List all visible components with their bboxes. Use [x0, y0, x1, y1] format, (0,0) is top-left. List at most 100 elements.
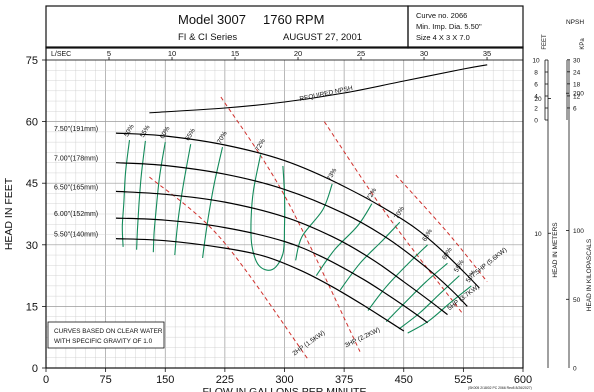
- top-axis-lsec: L/SEC 5 10 15 20 25 30 35: [51, 49, 491, 60]
- npsh-kpa-tick-label: 30: [573, 57, 581, 64]
- efficiency-contour: [152, 142, 166, 253]
- power-line: [149, 176, 309, 361]
- npsh-required-label: REQUIRED NPSH: [299, 85, 354, 103]
- npsh-feet-label: FEET: [542, 34, 548, 50]
- top-tick-label: 10: [168, 49, 176, 58]
- efficiency-label: 50%: [123, 123, 136, 138]
- efficiency-contour: [398, 275, 460, 330]
- impeller-curve: [115, 190, 448, 316]
- impeller-label: 6.00"(152mm): [54, 211, 98, 218]
- efficiency-contour: [315, 203, 373, 276]
- impeller-head-curves: 7.50"(191mm) 7.00"(178mm) 6.50"(165mm) 6.00…: [54, 126, 480, 332]
- kpa-tick-label: 50: [573, 297, 581, 304]
- kpa-tick-label: 0: [573, 366, 577, 373]
- efficiency-label: 65%: [421, 228, 434, 243]
- top-tick-label: 20: [294, 49, 302, 58]
- x-tick-label: 525: [454, 374, 472, 386]
- top-tick-label: 5: [107, 49, 111, 58]
- efficiency-contour: [136, 140, 146, 250]
- efficiency-label: 60%: [159, 125, 172, 140]
- y-tick-label: 15: [26, 301, 38, 313]
- power-line-label: 2HP (1.5KW): [291, 329, 326, 357]
- efficiency-label: 60%: [441, 246, 454, 261]
- efficiency-label: 72%: [254, 137, 267, 152]
- power-lines: 2HP (1.5KW) 3HP (2.2KW)5HP (3.7KW)7.5HP (…: [149, 96, 508, 361]
- y-tick-label: 60: [26, 117, 38, 129]
- date-label: AUGUST 27, 2001: [283, 32, 362, 43]
- kpa-tick-label: 100: [573, 228, 584, 235]
- x-tick-label: 0: [43, 374, 49, 386]
- x-tick-label: 225: [216, 374, 234, 386]
- pump-size: Size 4 X 3 X 7.0: [416, 33, 470, 42]
- efficiency-contour: [250, 154, 286, 271]
- impeller-label: 5.50"(140mm): [54, 232, 98, 239]
- power-line: [220, 96, 361, 352]
- efficiency-label: 55%: [139, 124, 152, 139]
- model-name: Model 3007: [178, 12, 246, 27]
- x-tick-label: 150: [156, 374, 174, 386]
- efficiency-contour: [385, 262, 448, 322]
- efficiency-contour: [202, 146, 224, 258]
- y-tick-label: 30: [26, 240, 38, 252]
- impeller-curve: [115, 162, 468, 307]
- x-tick-label: 375: [335, 374, 353, 386]
- efficiency-contour: [407, 285, 472, 334]
- top-tick-label: 35: [483, 49, 491, 58]
- npsh-feet-tick-label: 10: [532, 58, 540, 65]
- impeller-curve: [115, 132, 480, 289]
- npsh-kpa-tick-label: 12: [573, 93, 581, 100]
- x-tick-label: 75: [100, 374, 112, 386]
- meters-axis-label: HEAD IN METERS: [552, 222, 559, 278]
- y-axis-label: HEAD IN FEET: [3, 177, 15, 250]
- npsh-feet-tick-label: 8: [534, 70, 538, 77]
- note-line-2: WITH SPECIFIC GRAVITY OF 1.0: [54, 338, 153, 345]
- npsh-kpa-tick-label: 6: [573, 105, 577, 112]
- kpa-tick-label: 200: [573, 91, 584, 98]
- efficiency-contours: 50% 55% 60% 65% 70%72%73%72%70%65%60%55%50%: [121, 123, 478, 334]
- npsh-feet-tick-label: 4: [534, 94, 538, 101]
- title-block: Model 3007 1760 RPM FI & CI Series AUGUS…: [45, 5, 524, 49]
- x-tick-label: 600: [514, 374, 532, 386]
- note-line-1: CURVES BASED ON CLEAR WATER: [54, 328, 163, 335]
- meters-tick-label: 20: [534, 96, 542, 103]
- y-tick-label: 45: [26, 178, 38, 190]
- top-tick-label: 15: [231, 49, 239, 58]
- npsh-kpa-label: KPa: [580, 38, 586, 50]
- x-tick-label: 450: [395, 374, 413, 386]
- y-tick-label: 0: [32, 363, 38, 375]
- npsh-feet-tick-label: 6: [534, 82, 538, 89]
- footer-reference: (SK005 2/18/02 PC 2066 Rev8 8/26/2027): [468, 386, 532, 390]
- y-tick-label: 75: [26, 55, 38, 67]
- npsh-feet-tick-label: 2: [534, 106, 538, 113]
- rpm-label: 1760 RPM: [263, 12, 324, 27]
- top-tick-label: 25: [357, 49, 365, 58]
- min-impeller-diameter: Min. Imp. Dia. 5.50": [416, 22, 482, 31]
- impeller-curve: [115, 238, 405, 332]
- efficiency-label: 70%: [216, 130, 229, 145]
- power-line: [395, 174, 488, 283]
- efficiency-contour: [339, 221, 401, 291]
- kpa-axis-label: HEAD IN KILOPASCALS: [586, 238, 593, 311]
- top-tick-label: 30: [420, 49, 428, 58]
- npsh-kpa-tick-label: 18: [573, 81, 581, 88]
- efficiency-contour: [174, 144, 192, 256]
- x-axis-label: FLOW IN GALLONS PER MINUTE: [203, 386, 367, 392]
- meters-tick-label: 10: [534, 231, 542, 238]
- npsh-kpa-tick-label: 24: [573, 69, 581, 76]
- x-tick-label: 300: [275, 374, 293, 386]
- npsh-required-group: REQUIRED NPSH: [149, 64, 488, 114]
- curve-number: Curve no. 2066: [416, 11, 467, 20]
- clear-water-note: CURVES BASED ON CLEAR WATER WITH SPECIFI…: [47, 321, 165, 349]
- npsh-required-curve: [149, 64, 488, 114]
- series-label: FI & CI Series: [178, 32, 237, 43]
- efficiency-contour: [295, 183, 333, 261]
- impeller-label: 7.50"(191mm): [54, 126, 98, 133]
- npsh-feet-tick-label: 0: [534, 118, 538, 125]
- power-line: [323, 121, 464, 315]
- impeller-curve: [115, 217, 428, 324]
- npsh-axis-title: NPSH: [566, 19, 584, 26]
- impeller-label: 6.50"(165mm): [54, 184, 98, 191]
